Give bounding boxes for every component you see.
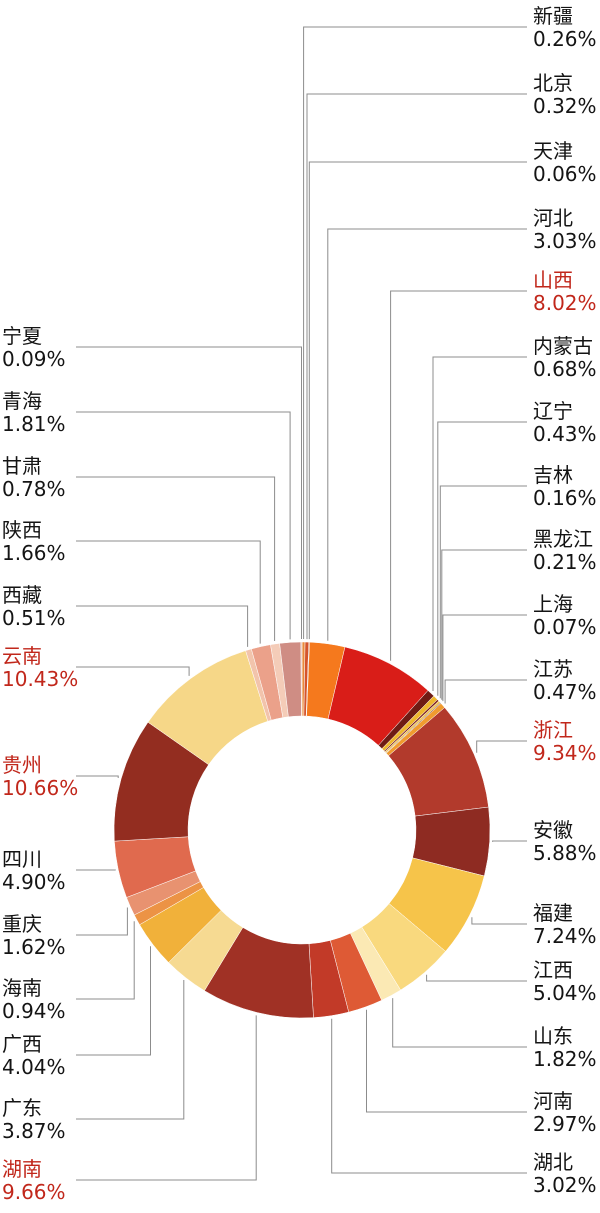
slice-label-name: 湖北 [533, 1150, 573, 1174]
slice-label-name: 青海 [2, 389, 42, 413]
slice-label-value: 0.43% [533, 422, 597, 446]
slice-label-value: 10.43% [2, 667, 78, 691]
slice-label-value: 0.47% [533, 680, 597, 704]
leader-line [76, 1015, 257, 1181]
leader-line [437, 421, 527, 696]
leader-line [392, 998, 527, 1048]
leader-line [76, 980, 185, 1120]
slice-label-value: 5.88% [533, 841, 597, 865]
slice-label-name: 重庆 [2, 912, 42, 936]
leader-line [76, 540, 261, 644]
leader-line [327, 228, 527, 641]
slice-label-name: 浙江 [533, 718, 573, 742]
slice-label-value: 4.90% [2, 870, 66, 894]
slice-label-value: 5.04% [533, 981, 597, 1005]
slice-label-value: 9.66% [2, 1180, 66, 1204]
slice-label-value: 10.66% [2, 776, 78, 800]
leader-line [441, 549, 527, 700]
slice-label-value: 0.07% [533, 615, 597, 639]
slice-label-name: 天津 [533, 139, 573, 163]
slice-label-value: 1.62% [2, 935, 66, 959]
leader-line [76, 946, 151, 1056]
leader-line [444, 679, 527, 704]
slice-label-value: 1.82% [533, 1047, 597, 1071]
leader-line [390, 290, 527, 661]
slice-label-name: 山东 [533, 1024, 573, 1048]
slice-label-value: 3.87% [2, 1119, 66, 1143]
slice-label-name: 上海 [533, 592, 573, 616]
leader-line [492, 840, 527, 842]
slice-label-name: 河南 [533, 1089, 573, 1113]
slice-label-value: 0.16% [533, 486, 597, 510]
slice-label-name: 广东 [2, 1096, 42, 1120]
slice-label-name: 山西 [533, 268, 573, 292]
slice-label-value: 1.81% [2, 412, 66, 436]
slice-label-value: 0.06% [533, 162, 597, 186]
slice-label-name: 辽宁 [533, 399, 573, 423]
slice-label-name: 西藏 [2, 583, 42, 607]
slice-label-value: 0.32% [533, 94, 597, 118]
slice-label-name: 河北 [533, 206, 573, 230]
slice-label-value: 0.26% [533, 27, 597, 51]
slice-label-name: 黑龙江 [533, 527, 593, 551]
leader-line [76, 921, 135, 1000]
slice-label-value: 3.02% [533, 1173, 597, 1197]
slice-label-name: 福建 [533, 901, 573, 925]
leader-line [432, 356, 527, 691]
slice-label-value: 1.66% [2, 541, 66, 565]
slice-label-value: 8.02% [533, 291, 597, 315]
slice-label-name: 宁夏 [2, 324, 42, 348]
slice-label-value: 4.04% [2, 1055, 66, 1079]
slice-label-name: 贵州 [2, 753, 42, 777]
slice-label-name: 湖南 [2, 1157, 42, 1181]
slice-label-value: 2.97% [533, 1112, 597, 1136]
slice-label-name: 吉林 [533, 463, 573, 487]
leader-line [442, 614, 527, 702]
leader-line [76, 411, 291, 640]
donut-slice [300, 641, 303, 717]
leader-line [76, 605, 249, 647]
leader-line [308, 161, 527, 640]
slice-label-name: 北京 [533, 71, 573, 95]
slice-label-value: 3.03% [533, 229, 597, 253]
slice-label-name: 甘肃 [2, 454, 42, 478]
leader-line [331, 1018, 527, 1174]
slice-label-name: 新疆 [533, 4, 573, 28]
slice-label-name: 四川 [2, 847, 42, 871]
leader-line [76, 346, 302, 639]
leader-line [439, 485, 527, 699]
slice-label-value: 0.94% [2, 999, 66, 1023]
slice-label-name: 广西 [2, 1032, 42, 1056]
slice-label-name: 江西 [533, 958, 573, 982]
slice-label-name: 云南 [2, 644, 42, 668]
slice-label-value: 9.34% [533, 741, 597, 765]
slice-label-name: 江苏 [533, 657, 573, 681]
leader-line [76, 907, 128, 936]
slice-label-value: 0.21% [533, 550, 597, 574]
leader-line [306, 93, 527, 640]
slice-label-value: 0.09% [2, 347, 66, 371]
leader-line [471, 917, 527, 925]
leader-line [76, 775, 119, 778]
leader-line [476, 740, 527, 753]
slice-label-value: 7.24% [533, 924, 597, 948]
leader-line [76, 666, 190, 676]
slice-label-name: 海南 [2, 976, 42, 1000]
slice-label-value: 0.68% [533, 357, 597, 381]
slice-label-name: 陕西 [2, 518, 42, 542]
slice-label-name: 内蒙古 [533, 334, 593, 358]
slice-label-value: 0.51% [2, 606, 66, 630]
slice-label-name: 安徽 [533, 818, 573, 842]
leader-line [303, 26, 527, 639]
leader-line [76, 476, 276, 641]
slice-label-value: 0.78% [2, 477, 66, 501]
leader-line [426, 974, 527, 982]
leader-line [366, 1009, 527, 1113]
